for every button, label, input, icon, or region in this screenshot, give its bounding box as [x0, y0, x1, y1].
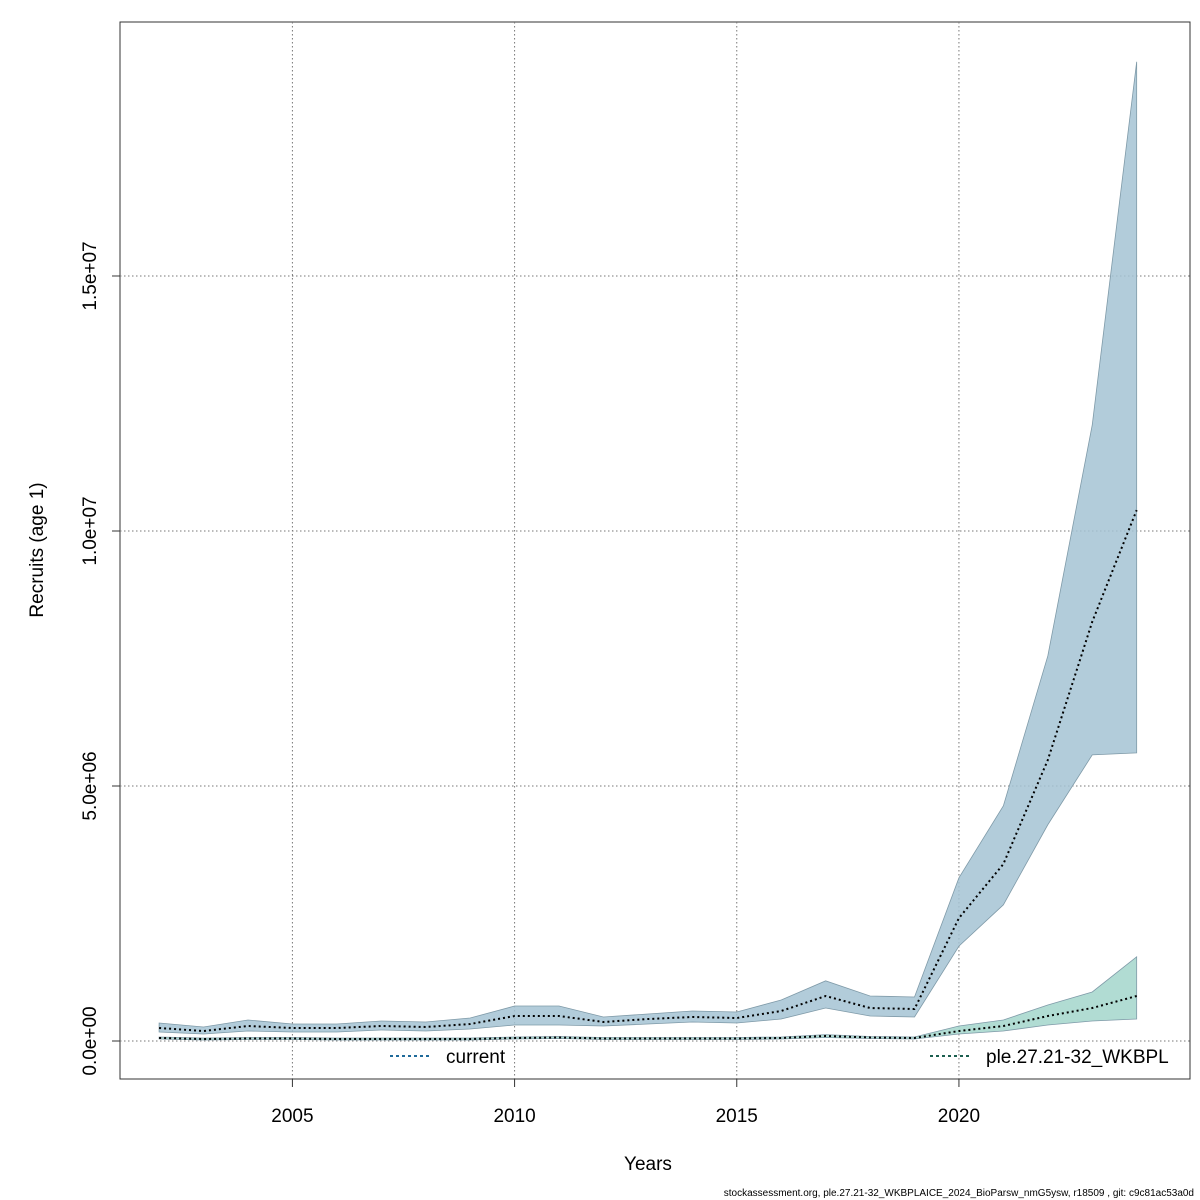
plot-frame [119, 21, 1191, 1080]
series-line [159, 509, 1138, 1033]
y-tick-label: 1.5e+07 [80, 241, 101, 310]
y-tick-label: 1.0e+07 [80, 496, 101, 565]
x-tick-label: 2010 [493, 1106, 535, 1127]
confidence-band [158, 61, 1138, 1035]
y-axis-label: Recruits (age 1) [27, 482, 48, 617]
legend-label: current [446, 1047, 506, 1068]
legend-label: ple.27.21-32_WKBPL [986, 1047, 1169, 1068]
series-line [159, 995, 1137, 1041]
x-tick-label: 2005 [271, 1106, 313, 1127]
footer: stockassessment.org, ple.27.21-32_WKBPLA… [724, 1188, 1194, 1199]
x-tick-label: 2020 [938, 1106, 980, 1127]
y-tick-label: 5.0e+06 [80, 751, 101, 820]
x-axis-label: Years [624, 1154, 672, 1175]
x-tick-label: 2015 [716, 1106, 758, 1127]
y-tick-label: 0.0e+00 [80, 1006, 101, 1075]
